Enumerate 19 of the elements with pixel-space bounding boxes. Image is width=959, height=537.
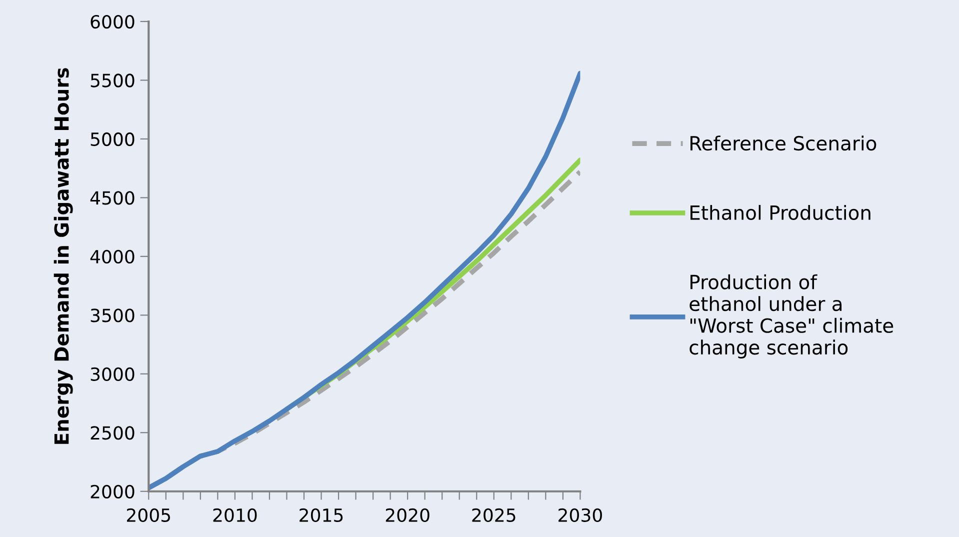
x-tick-label: 2005 [126, 508, 170, 522]
x-tick-label: 2025 [472, 508, 516, 522]
y-tick-label: 6000 [90, 14, 134, 29]
y-tick-label: 3000 [90, 367, 134, 382]
x-tick-label: 2010 [213, 508, 257, 522]
y-tick-label: 5000 [90, 132, 134, 146]
y-tick-label: 3500 [90, 308, 134, 322]
legend-label: Ethanol Production [690, 204, 870, 220]
x-tick-label: 2015 [300, 508, 343, 522]
x-tick-label: 2020 [386, 508, 430, 522]
x-tick-label: 2030 [558, 508, 602, 522]
y-tick-label: 2000 [90, 484, 134, 498]
y-tick-label: 5500 [90, 74, 134, 88]
y-axis-title: Energy Demand in Gigawatt Hours [54, 68, 73, 444]
y-tick-label: 4500 [90, 191, 134, 205]
legend-label: Production of ethanol under a "Worst Case" climate change scenario [690, 274, 894, 358]
y-tick-label: 2500 [90, 426, 134, 440]
legend-label: Reference Scenario [690, 136, 876, 151]
y-tick-label: 4000 [90, 250, 134, 264]
